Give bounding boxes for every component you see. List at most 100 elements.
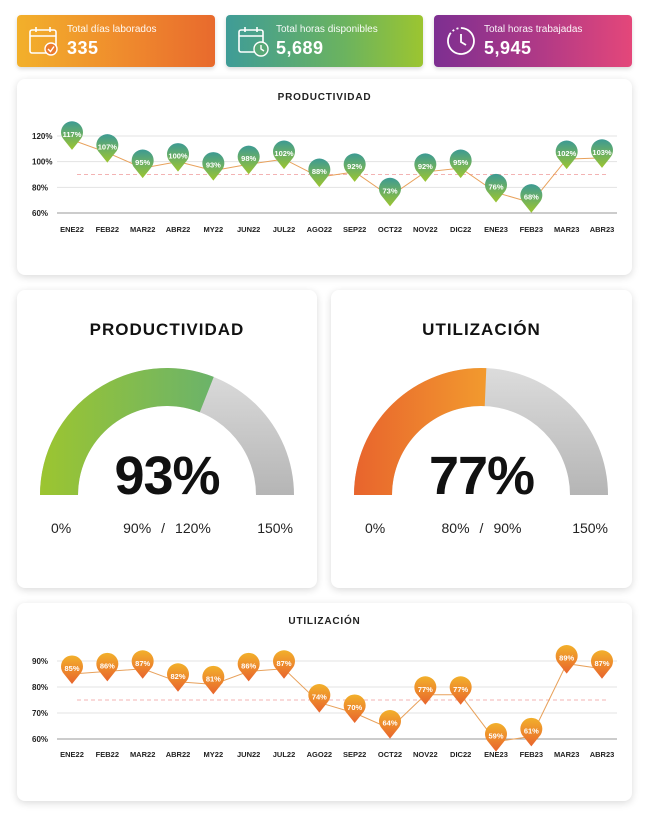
data-point-marker: 61% (520, 717, 543, 747)
calendar-check-icon (29, 27, 58, 56)
data-point-marker: 92% (414, 153, 437, 182)
data-point-marker: 87% (591, 650, 614, 679)
y-tick-label: 120% (32, 132, 52, 141)
kpi-card-dias-laborados: Total días laborados 335 (17, 15, 215, 67)
x-tick-label: DIC22 (450, 750, 471, 759)
data-label: 87% (276, 659, 291, 668)
data-label: 88% (312, 167, 327, 176)
data-label: 95% (453, 158, 468, 167)
data-point-marker: 103% (591, 139, 614, 168)
data-point-marker: 92% (343, 153, 366, 182)
data-label: 93% (206, 161, 221, 170)
data-label: 76% (488, 182, 503, 191)
series-line (71, 139, 603, 204)
chart-title: PRODUCTIVIDAD (277, 92, 372, 103)
data-point-marker: 85% (60, 655, 83, 684)
x-tick-label: SEP22 (343, 750, 366, 759)
x-tick-label: MY22 (204, 750, 224, 759)
data-label: 77% (418, 685, 433, 694)
data-label: 64% (382, 719, 397, 728)
gauge-title: PRODUCTIVIDAD (89, 320, 245, 339)
data-label: 117% (63, 130, 82, 139)
x-tick-label: JUL22 (273, 225, 296, 234)
y-tick-label: 100% (32, 158, 52, 167)
x-tick-label: ENE23 (484, 750, 508, 759)
y-tick-label: 80% (32, 683, 48, 692)
x-tick-label: OCT22 (378, 225, 402, 234)
x-tick-label: ENE22 (60, 750, 84, 759)
data-point-marker: 102% (273, 140, 296, 170)
x-tick-label: JUN22 (237, 750, 260, 759)
x-tick-label: NOV22 (413, 750, 438, 759)
data-label: 100% (168, 152, 188, 161)
clock-icon (447, 27, 475, 55)
data-point-marker: 86% (237, 652, 260, 682)
data-label: 103% (592, 148, 612, 157)
data-point-marker: 100% (166, 143, 189, 172)
data-point-marker: 86% (96, 652, 119, 682)
y-tick-label: 80% (32, 183, 48, 192)
data-point-marker: 76% (485, 173, 507, 203)
productividad-gauge-card: PRODUCTIVIDAD 93% 0% 90% / 120% 150% (17, 290, 317, 588)
x-tick-label: MY22 (204, 225, 224, 234)
data-label: 89% (559, 654, 574, 663)
data-label: 95% (135, 158, 150, 167)
data-label: 77% (453, 685, 468, 694)
data-point-marker: 70% (343, 694, 366, 723)
gauge-value: 77% (428, 446, 535, 506)
x-tick-label: OCT22 (378, 750, 402, 759)
data-point-marker: 87% (273, 650, 296, 679)
x-tick-label: MAR23 (554, 225, 579, 234)
chart-title: UTILIZACIÓN (288, 616, 361, 627)
gauge-min-label: 0% (51, 520, 72, 536)
data-point-marker: 95% (449, 149, 472, 179)
data-label: 86% (100, 661, 115, 670)
data-point-marker: 107% (96, 134, 119, 163)
x-tick-label: MAR22 (130, 225, 155, 234)
x-tick-label: FEB22 (96, 750, 119, 759)
data-point-marker: 95% (131, 149, 154, 179)
data-point-marker: 117% (60, 121, 83, 150)
gauge-target-low: 80% (441, 520, 470, 536)
data-label: 61% (524, 726, 539, 735)
data-point-marker: 88% (308, 158, 331, 188)
data-label: 68% (524, 193, 539, 202)
x-tick-label: FEB23 (520, 750, 543, 759)
x-tick-label: SEP22 (343, 225, 366, 234)
x-tick-label: JUN22 (237, 225, 260, 234)
data-point-marker: 73% (379, 177, 402, 207)
data-label: 86% (241, 661, 256, 670)
kpi-label: Total horas trabajadas (484, 24, 583, 35)
data-point-marker: 82% (166, 663, 189, 692)
x-tick-label: MAR23 (554, 750, 579, 759)
series-line (71, 663, 603, 743)
data-point-marker: 98% (237, 145, 260, 175)
y-tick-label: 60% (32, 735, 48, 744)
data-point-marker: 74% (308, 684, 331, 713)
x-tick-label: MAR22 (130, 750, 155, 759)
data-point-marker: 89% (555, 645, 578, 674)
data-point-marker: 81% (202, 665, 225, 695)
gauge-max-label: 150% (572, 520, 608, 536)
x-tick-label: ABR23 (590, 225, 615, 234)
x-tick-label: FEB23 (520, 225, 543, 234)
gauge-max-label: 150% (257, 520, 293, 536)
kpi-label: Total horas disponibles (276, 24, 378, 35)
x-tick-label: AGO22 (307, 225, 332, 234)
x-tick-label: ABR22 (166, 225, 191, 234)
data-point-marker: 93% (202, 152, 225, 181)
x-tick-label: AGO22 (307, 750, 332, 759)
gauge-target-range: 90% / 120% (17, 520, 317, 536)
kpi-label: Total días laborados (67, 24, 157, 35)
utilizacion-chart-card: UTILIZACIÓN 90% 80% 70% 60% 85% 86% 87% 82% 81% 8… (17, 603, 632, 801)
productividad-line-chart: 120% 100% 80% 60% 117% 107% 95% 100% 93% 98% 102% 8… (32, 121, 617, 234)
x-tick-label: ENE22 (60, 225, 84, 234)
gauge-value: 93% (114, 446, 220, 506)
gauge-target-high: 120% (175, 520, 211, 536)
data-point-marker: 87% (131, 650, 154, 679)
x-tick-label: NOV22 (413, 225, 438, 234)
kpi-card-horas-trabajadas: Total horas trabajadas 5,945 (434, 15, 632, 67)
data-point-marker: 77% (449, 676, 472, 705)
gauge-target-low: 90% (123, 520, 152, 536)
data-label: 107% (98, 143, 118, 152)
